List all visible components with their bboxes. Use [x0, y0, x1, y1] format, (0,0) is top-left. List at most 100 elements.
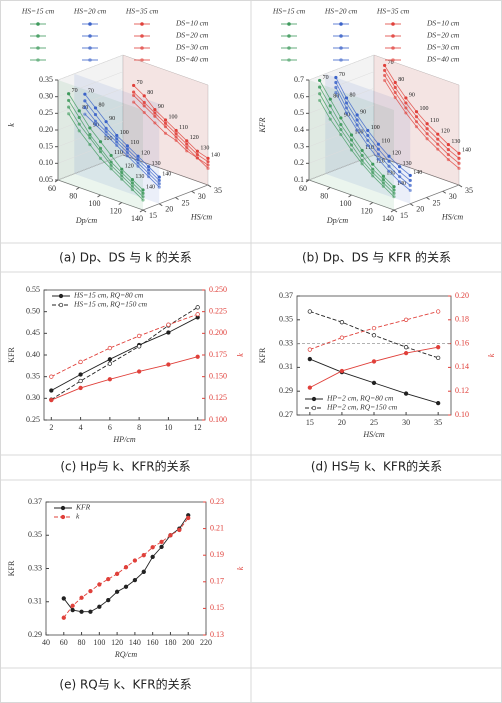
point	[157, 175, 161, 179]
x-tick-label: 20	[338, 418, 346, 427]
z-tick-label: 0.1	[294, 175, 304, 184]
legend-marker	[88, 46, 92, 50]
point	[109, 163, 113, 168]
z-tick-label: 0.5	[294, 108, 304, 117]
point	[186, 515, 191, 521]
series-line	[384, 75, 460, 164]
point	[381, 181, 385, 185]
point-label: 110	[114, 150, 123, 156]
point	[185, 142, 189, 146]
y2-tick-label: 0.21	[210, 523, 224, 532]
grid-line	[308, 54, 375, 81]
point	[147, 171, 151, 175]
y-axis-label: KFR	[258, 347, 267, 363]
x-tick-label: 12	[194, 423, 202, 432]
point	[393, 95, 397, 100]
point	[349, 133, 354, 137]
y-tick-label: 0.30	[26, 393, 40, 402]
point-label: 140	[146, 184, 155, 190]
point	[136, 157, 140, 162]
point	[61, 615, 66, 620]
z-tick-label: 0.6	[294, 91, 304, 100]
series-line	[335, 87, 411, 186]
x-axis-label: HS/cm	[362, 430, 385, 439]
point	[88, 132, 92, 137]
x-tick-label: 40	[42, 638, 50, 647]
y2-axis-label: k	[236, 566, 245, 570]
point-label: 140	[162, 171, 171, 177]
point-label: 110	[179, 125, 188, 131]
point	[97, 582, 102, 587]
point	[344, 111, 349, 115]
y-tick-label: 0.40	[26, 350, 40, 359]
plane	[58, 80, 143, 210]
caption: (a) Dp、DS 与 k 的关系	[59, 250, 192, 265]
x-tick	[305, 179, 310, 183]
point	[77, 122, 81, 126]
point	[136, 333, 142, 339]
point	[77, 109, 81, 113]
point	[107, 361, 113, 366]
legend-marker	[339, 46, 343, 50]
y-axis-label: HS/cm	[190, 212, 213, 221]
y-tick-label: 20	[165, 205, 173, 214]
point	[425, 132, 429, 136]
point	[425, 122, 429, 126]
point	[403, 317, 409, 322]
y-tick	[458, 184, 463, 188]
y-tick-label: 0.50	[26, 306, 40, 315]
y-tick-label: 0.35	[26, 371, 40, 380]
point	[132, 90, 136, 94]
series-line	[133, 101, 209, 169]
point	[349, 138, 354, 142]
point	[457, 161, 461, 165]
point	[120, 167, 124, 171]
point	[132, 558, 138, 563]
series-line	[335, 77, 411, 176]
point	[83, 105, 87, 110]
point	[120, 170, 124, 175]
x-tick	[326, 187, 331, 190]
legend-marker	[36, 58, 40, 62]
point-label: 140	[211, 153, 220, 159]
point	[174, 138, 178, 143]
point	[153, 121, 157, 125]
point-label: 110	[430, 118, 439, 124]
point	[125, 150, 129, 155]
point	[355, 113, 359, 117]
point	[339, 368, 345, 374]
point	[106, 576, 111, 582]
point	[67, 112, 71, 116]
point	[132, 83, 136, 88]
series-line	[384, 70, 460, 159]
point-label: 140	[462, 148, 471, 154]
grid-line	[57, 154, 124, 181]
x-tick-label: 25	[370, 418, 378, 427]
point	[114, 571, 120, 576]
x-tick-label: 30	[402, 418, 410, 427]
point	[457, 151, 461, 155]
point	[371, 170, 375, 175]
legend-marker	[311, 405, 317, 411]
point-label: 90	[344, 112, 350, 118]
point	[307, 309, 312, 314]
y-tick-label: 0.35	[279, 315, 293, 324]
x-tick-label: 6	[108, 423, 112, 432]
point	[132, 577, 138, 583]
legend-label: DS=40 cm	[426, 55, 460, 64]
point	[163, 121, 168, 125]
point	[328, 110, 332, 115]
point	[392, 188, 396, 192]
y2-tick-label: 0.100	[209, 415, 227, 424]
legend-marker	[287, 22, 291, 26]
point	[446, 157, 450, 162]
point	[147, 165, 151, 169]
point	[136, 164, 140, 168]
point	[360, 162, 364, 166]
point	[83, 112, 87, 116]
y-tick	[207, 184, 212, 188]
point	[83, 99, 87, 103]
grid-line	[308, 154, 375, 181]
x-tick-label: 10	[164, 423, 172, 432]
point	[195, 312, 200, 317]
